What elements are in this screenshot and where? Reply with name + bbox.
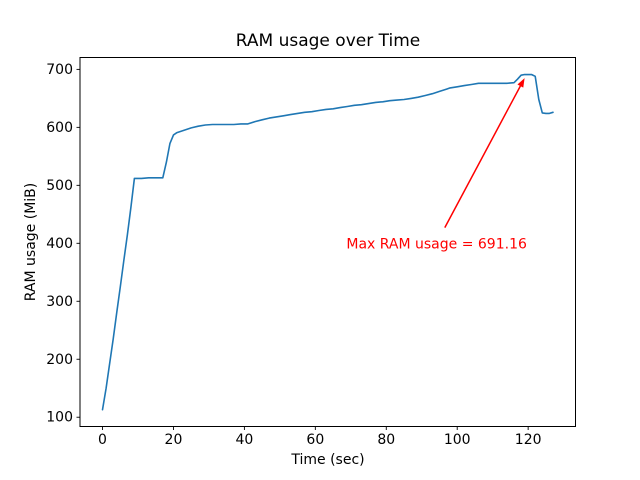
x-tick-label: 0 xyxy=(98,432,107,448)
x-tick-label: 60 xyxy=(306,432,324,448)
x-tick-label: 40 xyxy=(235,432,253,448)
y-tick-label: 400 xyxy=(46,236,73,252)
max-annotation-arrow xyxy=(444,82,523,229)
y-tick-label: 300 xyxy=(46,294,73,310)
ram-usage-line xyxy=(101,73,554,411)
x-axis-label: Time (sec) xyxy=(291,452,365,468)
y-tick-label: 500 xyxy=(46,178,73,194)
y-tick-label: 100 xyxy=(46,410,73,426)
x-tick-label: 80 xyxy=(377,432,395,448)
chart-title: RAM usage over Time xyxy=(235,31,421,51)
max-annotation-text: Max RAM usage = 691.16 xyxy=(346,236,527,252)
x-tick-label: 120 xyxy=(515,432,542,448)
max-annotation-arrowhead xyxy=(517,78,525,88)
y-tick-label: 200 xyxy=(46,352,73,368)
plot-border xyxy=(79,57,576,427)
x-tick-label: 20 xyxy=(165,432,183,448)
y-tick-label: 600 xyxy=(46,120,73,136)
x-tick-label: 100 xyxy=(444,432,471,448)
y-tick-label: 700 xyxy=(46,62,73,78)
